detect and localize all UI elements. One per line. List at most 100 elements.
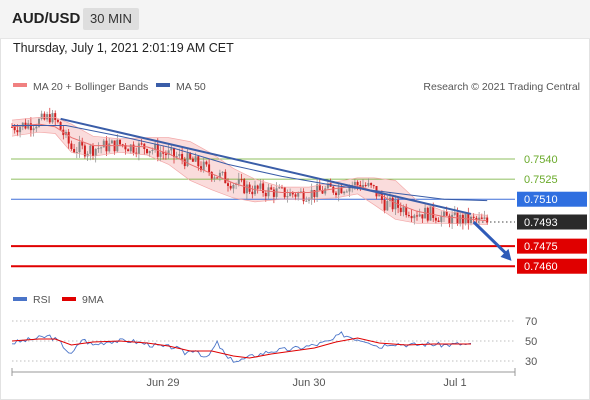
candle-body	[208, 164, 211, 173]
candlestick	[67, 128, 70, 150]
x-tick-label: Jun 30	[292, 377, 325, 389]
candlestick	[286, 189, 289, 203]
candle-body	[213, 177, 216, 179]
bollinger-bands	[12, 117, 488, 225]
candle-body	[259, 183, 262, 189]
candlestick	[159, 146, 162, 162]
timeframe-badge[interactable]: 30 MIN	[83, 8, 139, 30]
candlestick	[302, 188, 305, 205]
candlestick	[175, 151, 178, 160]
candlestick	[270, 184, 273, 191]
candle-body	[472, 216, 475, 218]
rsi-tick-label: 50	[525, 336, 537, 348]
candlestick	[486, 214, 489, 225]
candle-body	[345, 191, 348, 193]
candle-body	[183, 159, 186, 167]
candle-body	[181, 153, 184, 160]
candlestick	[100, 146, 103, 154]
candlestick	[200, 161, 202, 173]
candle-body	[232, 184, 235, 189]
candle-body	[224, 171, 227, 184]
candlestick	[140, 139, 143, 146]
candlestick	[46, 111, 49, 122]
candlestick	[32, 125, 35, 137]
rsi-ma-legend-swatch	[62, 297, 76, 301]
candlestick	[440, 211, 443, 227]
rsi-line	[11, 331, 472, 363]
watermark: Research © 2021 Trading Central	[423, 81, 580, 93]
candlestick	[48, 107, 51, 124]
candle-body	[286, 196, 289, 198]
candle-body	[291, 192, 294, 195]
candlestick	[213, 174, 216, 182]
level-tag-support	[517, 258, 587, 274]
candlestick	[437, 217, 440, 223]
candle-body	[380, 193, 383, 200]
candle-body	[475, 217, 478, 221]
candle-body	[186, 153, 189, 167]
rsi-legend-swatch	[13, 297, 27, 301]
candle-body	[13, 126, 16, 131]
candle-body	[389, 197, 391, 201]
candle-body	[197, 156, 200, 167]
candle-body	[94, 148, 97, 156]
candle-body	[256, 185, 259, 189]
candle-body	[229, 185, 232, 189]
candlestick	[240, 173, 243, 183]
candle-body	[343, 191, 346, 194]
bollinger-lower-line	[11, 131, 488, 226]
candle-body	[200, 166, 202, 171]
ma20-legend-label: MA 20 + Bollinger Bands	[33, 81, 148, 93]
candlestick	[205, 160, 208, 167]
candlestick	[56, 119, 59, 124]
candlestick	[83, 143, 86, 159]
candle-body	[316, 184, 319, 197]
candle-body	[281, 187, 283, 189]
candle-body	[294, 194, 297, 197]
candle-body	[418, 214, 421, 217]
candlestick	[73, 144, 76, 154]
ma20-line	[11, 123, 488, 222]
candle-body	[305, 200, 308, 202]
candle-body	[127, 149, 130, 152]
candlestick	[256, 184, 259, 194]
candle-body	[124, 144, 127, 150]
candle-body	[35, 126, 38, 129]
projection-arrow-shaft	[472, 220, 509, 256]
candle-body	[405, 206, 408, 216]
candlestick	[405, 203, 408, 218]
bollinger-band-area	[12, 117, 488, 225]
candle-body	[445, 211, 448, 216]
candlestick	[251, 185, 254, 199]
candlestick	[267, 183, 270, 200]
candlestick	[75, 146, 78, 159]
candle-body	[100, 147, 103, 149]
candlestick	[372, 184, 375, 189]
candle-body	[308, 199, 310, 201]
candle-body	[132, 144, 135, 153]
ma20-legend-swatch	[13, 83, 27, 87]
rsi-ma-legend-label: 9MA	[82, 294, 104, 306]
candle-body	[321, 190, 324, 194]
candle-body	[202, 161, 205, 171]
candlestick	[245, 180, 248, 200]
candlestick	[264, 190, 267, 202]
candlestick	[154, 140, 157, 153]
x-tick-label: Jul 1	[443, 377, 466, 389]
candlestick	[110, 139, 113, 144]
candlestick	[89, 143, 92, 161]
candle-body	[432, 206, 435, 218]
candlestick	[221, 171, 224, 176]
candle-body	[426, 207, 429, 221]
candlestick	[146, 148, 148, 155]
level-value-label: 0.7475	[524, 241, 558, 253]
candlestick	[367, 178, 370, 188]
candle-body	[167, 150, 170, 156]
candle-body	[32, 128, 35, 131]
candlestick	[135, 147, 138, 158]
candle-body	[46, 114, 49, 120]
candle-body	[278, 187, 281, 189]
ma50-legend-swatch	[156, 83, 170, 87]
candle-body	[54, 113, 57, 120]
candlestick	[259, 179, 262, 192]
